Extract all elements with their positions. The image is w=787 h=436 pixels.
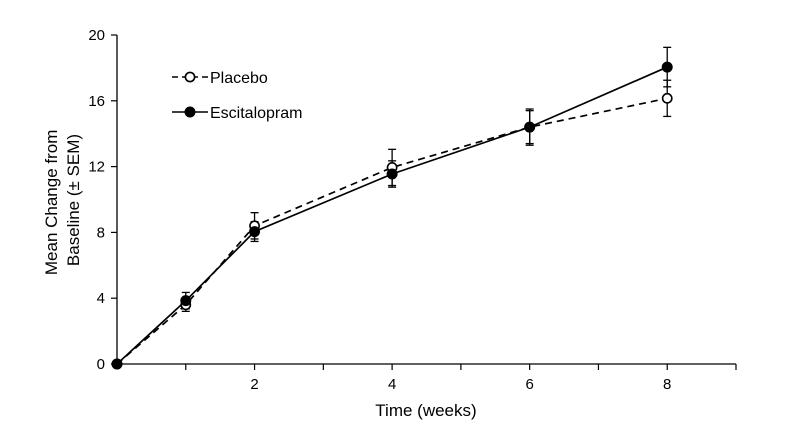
y-tick-label: 4 (97, 290, 105, 307)
legend-placebo-marker (184, 71, 196, 83)
legend-item-placebo: Placebo (172, 70, 268, 87)
y-tick-label: 8 (97, 224, 105, 241)
data-point-escitalopram (180, 295, 192, 307)
legend-escitalopram-marker (184, 106, 196, 118)
data-point-escitalopram (386, 168, 398, 180)
data-point-escitalopram (524, 121, 536, 133)
series-placebo (116, 79, 672, 365)
series (111, 46, 673, 370)
data-point-escitalopram (661, 61, 673, 73)
data-point-placebo (661, 92, 673, 104)
legend-placebo-label: Placebo (210, 70, 268, 87)
legend-escitalopram-label: Escitalopram (210, 105, 302, 122)
series-line-placebo (116, 97, 668, 365)
series-line-escitalopram (116, 66, 668, 365)
y-axis-title-line-2: Baseline (± SEM) (64, 134, 83, 266)
markers-placebo (111, 92, 673, 370)
x-axis-title: Time (weeks) (375, 401, 476, 420)
x-tick-label: 6 (525, 376, 533, 393)
y-tick-label: 0 (97, 356, 105, 373)
x-tick-label: 2 (250, 376, 258, 393)
y-tick-label: 16 (88, 93, 105, 110)
y-axis-title-line-1: Mean Change from (42, 130, 61, 276)
x-tick-label: 8 (663, 376, 671, 393)
y-tick-label: 20 (88, 27, 105, 44)
data-point-escitalopram (249, 226, 261, 238)
axes (116, 35, 736, 365)
legend-item-escitalopram: Escitalopram (172, 105, 302, 122)
markers-escitalopram (111, 61, 673, 370)
legend: Placebo Escitalopram (172, 70, 302, 122)
ticks: 2 4 6 8 0 4 8 12 16 20 (88, 27, 737, 393)
series-escitalopram (116, 46, 672, 365)
data-point-escitalopram (111, 358, 123, 370)
y-tick-label: 12 (88, 159, 105, 176)
y-axis-title: Mean Change from Baseline (± SEM) (42, 125, 83, 275)
x-tick-label: 4 (388, 376, 396, 393)
